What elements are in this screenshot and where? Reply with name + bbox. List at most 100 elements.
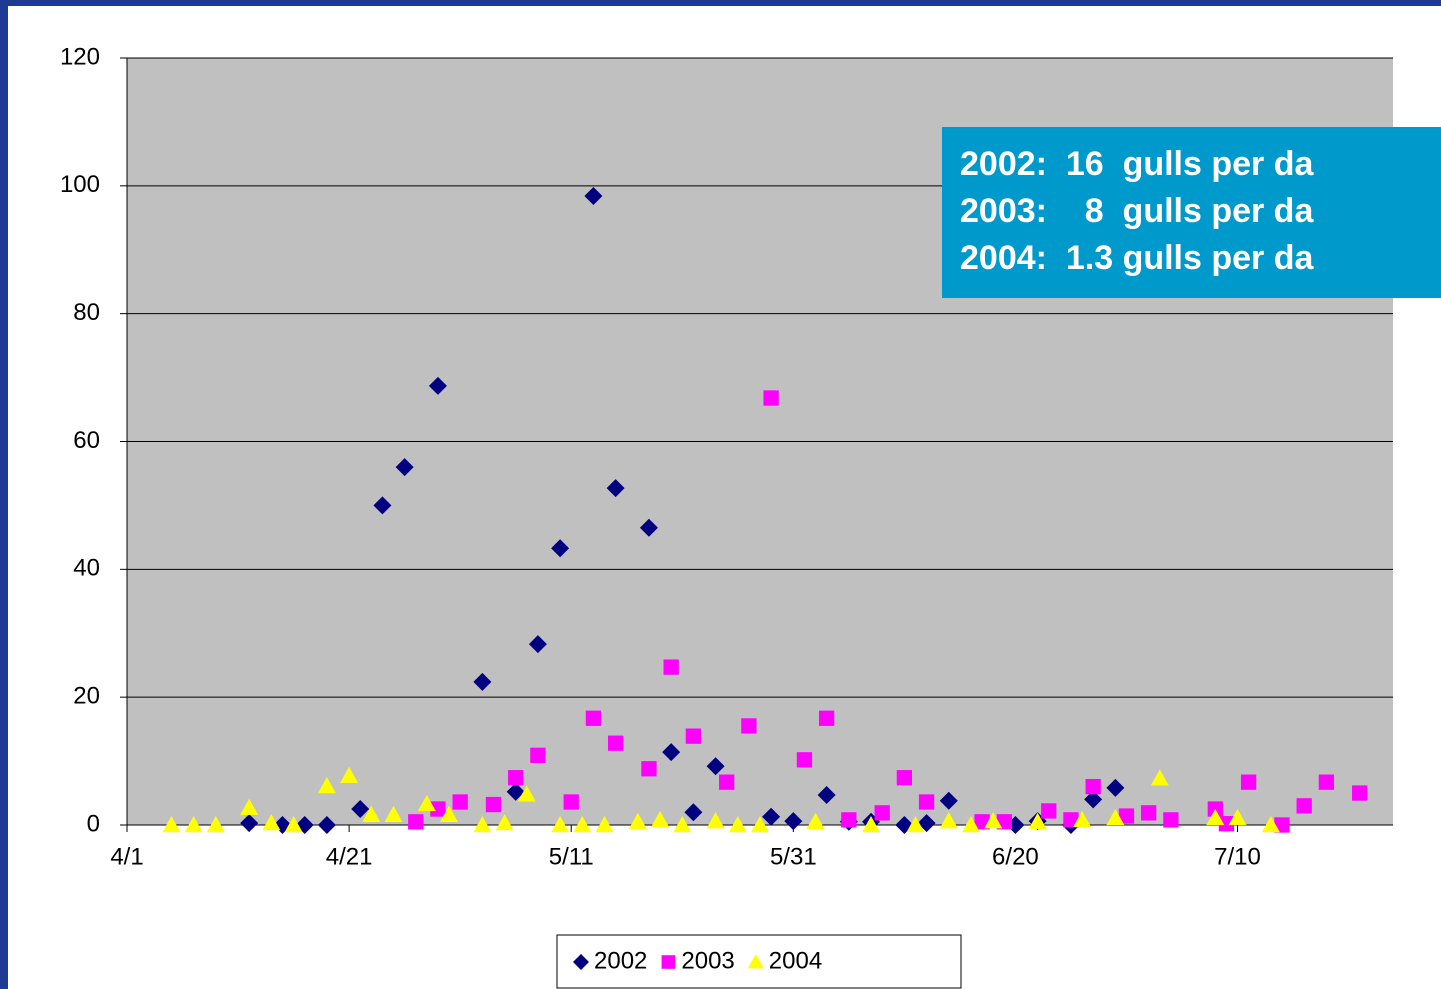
marker [939, 791, 958, 810]
marker [506, 782, 525, 801]
marker [1073, 810, 1092, 828]
marker [1063, 812, 1079, 828]
marker [663, 659, 679, 675]
marker [984, 812, 1003, 829]
marker [1352, 785, 1368, 801]
x-tick-label: 7/10 [1214, 843, 1261, 870]
marker [551, 539, 570, 558]
marker [517, 785, 536, 802]
marker [741, 718, 757, 734]
marker [317, 777, 336, 794]
marker [606, 479, 625, 498]
marker [628, 812, 647, 830]
marker [662, 743, 681, 762]
marker [784, 812, 803, 831]
marker [1106, 778, 1125, 797]
marker [641, 761, 657, 777]
x-tick-label: 4/21 [326, 843, 373, 870]
marker [651, 810, 670, 828]
marker [862, 816, 881, 833]
marker [551, 816, 570, 833]
marker [1228, 808, 1247, 826]
marker [1261, 816, 1280, 833]
marker [1163, 812, 1179, 828]
marker [417, 794, 436, 812]
marker [841, 812, 857, 828]
marker [817, 785, 836, 804]
marker [917, 814, 936, 833]
y-tick-label: 60 [73, 427, 100, 454]
marker [706, 757, 725, 776]
marker [607, 735, 624, 751]
legend-marker [661, 955, 676, 969]
legend-label: 2002 [594, 947, 647, 974]
marker [395, 458, 414, 477]
x-tick-label: 5/11 [549, 843, 594, 870]
y-tick-label: 100 [60, 171, 100, 198]
legend-label: 2003 [681, 947, 734, 974]
marker [1206, 808, 1225, 826]
marker [485, 796, 502, 813]
marker [639, 518, 658, 537]
marker [452, 794, 468, 810]
marker [430, 801, 446, 817]
marker [719, 774, 735, 790]
marker [751, 816, 769, 833]
marker [762, 807, 781, 826]
marker [1028, 812, 1047, 830]
marker [508, 770, 524, 786]
marker [162, 816, 181, 833]
marker [573, 816, 592, 833]
marker [528, 635, 547, 654]
annotation-box [942, 127, 1441, 298]
marker [184, 816, 203, 833]
marker [962, 816, 980, 833]
marker [939, 812, 958, 829]
marker [362, 805, 381, 822]
marker [918, 794, 935, 810]
marker [240, 798, 259, 815]
marker [896, 770, 913, 786]
marker [906, 816, 925, 833]
marker [1118, 808, 1135, 824]
marker [428, 376, 447, 395]
marker [1141, 805, 1157, 821]
marker [473, 672, 492, 691]
marker [685, 728, 702, 744]
marker [440, 805, 459, 822]
y-tick-label: 20 [73, 683, 100, 710]
marker [1318, 774, 1335, 790]
y-tick-label: 120 [60, 43, 100, 70]
y-tick-label: 0 [87, 810, 100, 837]
marker [1041, 803, 1057, 819]
x-tick-label: 5/31 [770, 843, 817, 870]
marker [673, 816, 692, 833]
x-tick-label: 4/1 [110, 843, 143, 870]
marker [1106, 808, 1125, 826]
marker [1240, 774, 1257, 790]
annotation: 2002: 16 gulls per da [960, 145, 1314, 183]
marker [351, 800, 370, 819]
marker [1084, 790, 1103, 809]
marker [530, 747, 546, 763]
marker [1274, 817, 1290, 833]
marker [284, 816, 303, 833]
marker [595, 816, 614, 833]
marker [1085, 779, 1101, 795]
y-tick-label: 40 [73, 555, 100, 582]
marker [728, 816, 747, 833]
legend-marker [573, 954, 589, 970]
annotation: 2003: 8 gulls per da [960, 192, 1314, 230]
marker [317, 816, 336, 834]
marker [585, 710, 602, 726]
marker [495, 814, 514, 831]
marker [818, 710, 835, 726]
marker [1218, 816, 1235, 832]
marker [584, 187, 603, 206]
legend-marker [747, 954, 764, 969]
y-tick-label: 80 [73, 299, 100, 326]
marker [473, 816, 492, 833]
marker [763, 390, 779, 406]
marker [384, 805, 403, 822]
